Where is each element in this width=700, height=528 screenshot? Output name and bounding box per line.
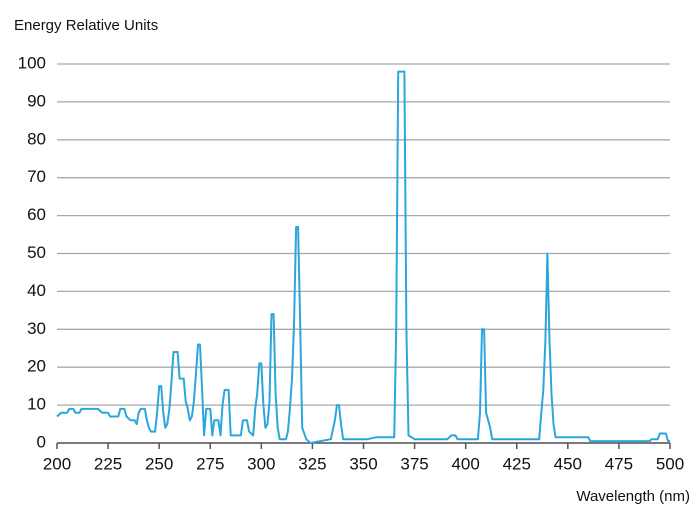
y-tick-label: 0: [37, 432, 46, 451]
y-tick-label: 90: [27, 91, 46, 110]
y-axis-label: Energy Relative Units: [14, 17, 158, 34]
x-tick-label: 450: [554, 454, 582, 473]
x-axis-label: Wavelength (nm): [576, 488, 690, 505]
x-tick-label: 275: [196, 454, 224, 473]
y-tick-label: 60: [27, 205, 46, 224]
x-tick-label: 425: [503, 454, 531, 473]
x-tick-label: 400: [451, 454, 479, 473]
x-tick-label: 300: [247, 454, 275, 473]
y-tick-label: 10: [27, 395, 46, 414]
spectrum-line: [56, 70, 670, 444]
y-tick-label: 20: [27, 357, 46, 376]
x-tick-label: 225: [94, 454, 122, 473]
x-tick-label: 475: [605, 454, 633, 473]
y-tick-label: 100: [18, 53, 46, 72]
x-tick-label: 250: [145, 454, 173, 473]
y-tick-label: 30: [27, 319, 46, 338]
x-tick-label: 500: [656, 454, 684, 473]
y-tick-label: 50: [27, 243, 46, 262]
x-tick-label: 375: [400, 454, 428, 473]
x-tick-label: 350: [349, 454, 377, 473]
y-tick-label: 70: [27, 167, 46, 186]
x-tick-label: 325: [298, 454, 326, 473]
x-tick-label: 200: [43, 454, 71, 473]
y-tick-label: 80: [27, 129, 46, 148]
y-tick-label: 40: [27, 281, 46, 300]
